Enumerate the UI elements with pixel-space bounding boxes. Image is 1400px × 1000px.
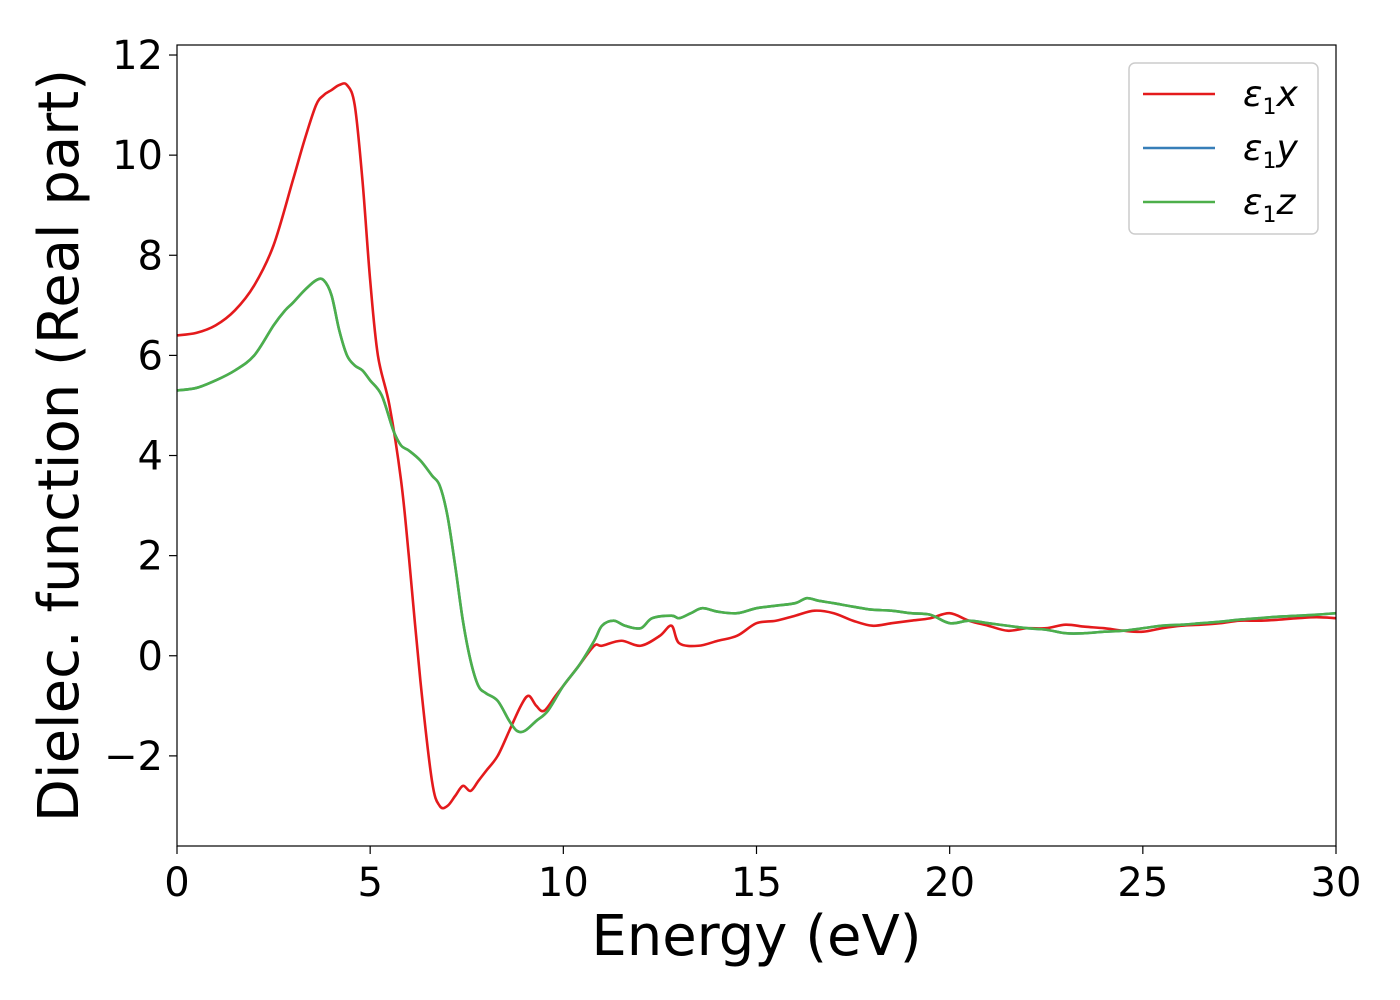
- y-tick-label: 2: [138, 534, 163, 580]
- x-tick-label: 25: [1117, 860, 1168, 906]
- x-tick-label: 15: [731, 860, 782, 906]
- series-line-z: [177, 277, 1336, 734]
- legend: ε1x ε1y ε1z: [1128, 62, 1319, 235]
- series-line-x: [177, 82, 1336, 810]
- legend-label-z: ε1z: [1243, 182, 1296, 228]
- x-axis-title: Energy (eV): [591, 904, 921, 969]
- y-tick-label: 4: [138, 434, 163, 480]
- y-tick-label: 6: [138, 333, 163, 379]
- y-tick-label: 0: [138, 634, 163, 680]
- y-tick-label: −2: [104, 734, 163, 780]
- x-tick-label: 30: [1311, 860, 1362, 906]
- x-axis: 0 5 10 15 20 25 30: [164, 846, 1361, 906]
- y-axis: −2 0 2 4 6 8 10 12: [104, 33, 177, 780]
- x-tick-label: 0: [164, 860, 189, 906]
- y-tick-label: 8: [138, 233, 163, 279]
- legend-box: [1128, 62, 1319, 235]
- x-tick-label: 5: [357, 860, 382, 906]
- legend-label-x: ε1x: [1243, 74, 1298, 120]
- y-tick-label: 10: [112, 133, 163, 179]
- series-layer: [177, 82, 1336, 810]
- legend-label-y: ε1y: [1243, 128, 1298, 174]
- x-tick-label: 10: [538, 860, 589, 906]
- y-tick-label: 12: [112, 33, 163, 79]
- x-tick-label: 20: [924, 860, 975, 906]
- y-axis-title: Dielec. function (Real part): [27, 69, 92, 822]
